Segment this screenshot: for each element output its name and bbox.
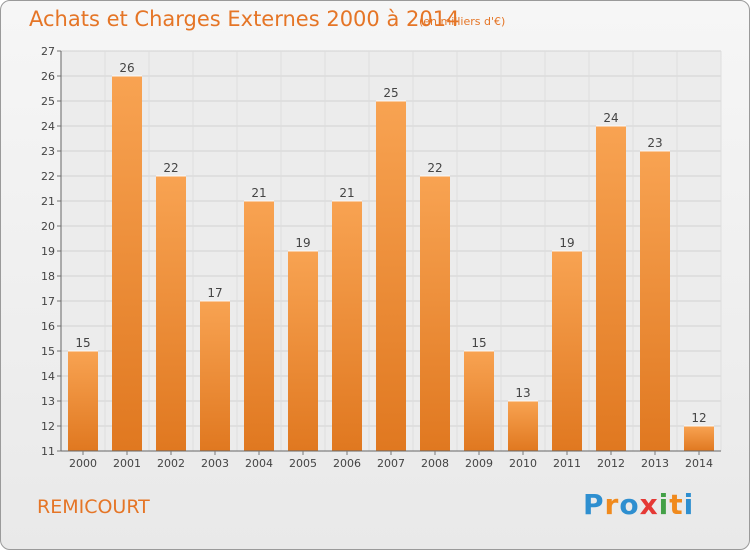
x-tick-label: 2010: [509, 457, 537, 470]
x-tick-label: 2011: [553, 457, 581, 470]
x-tick-label: 2001: [113, 457, 141, 470]
data-label: 19: [559, 236, 574, 250]
bar: [684, 426, 714, 451]
x-tick-label: 2007: [377, 457, 405, 470]
data-label: 19: [295, 236, 310, 250]
x-tick-label: 2000: [69, 457, 97, 470]
y-tick-label: 11: [41, 445, 55, 458]
x-tick-label: 2005: [289, 457, 317, 470]
data-label: 17: [207, 286, 222, 300]
y-tick-label: 23: [41, 145, 55, 158]
chart-title: Achats et Charges Externes 2000 à 2014: [29, 7, 460, 31]
location-label: REMICOURT: [37, 496, 150, 518]
bar: [552, 251, 582, 451]
data-label: 24: [603, 111, 618, 125]
bar: [640, 151, 670, 451]
x-tick-label: 2014: [685, 457, 713, 470]
bar: [376, 101, 406, 451]
x-tick-label: 2002: [157, 457, 185, 470]
data-label: 13: [515, 386, 530, 400]
y-tick-label: 24: [41, 120, 55, 133]
x-tick-label: 2013: [641, 457, 669, 470]
y-tick-label: 22: [41, 170, 55, 183]
proxiti-logo: Proxiti: [583, 488, 694, 521]
x-tick-label: 2004: [245, 457, 273, 470]
bar: [420, 176, 450, 451]
bar: [508, 401, 538, 451]
bar: [244, 201, 274, 451]
y-tick-label: 19: [41, 245, 55, 258]
bar: [464, 351, 494, 451]
y-tick-label: 12: [41, 420, 55, 433]
y-tick-label: 21: [41, 195, 55, 208]
y-tick-label: 15: [41, 345, 55, 358]
bar: [332, 201, 362, 451]
x-tick-label: 2009: [465, 457, 493, 470]
y-tick-label: 26: [41, 70, 55, 83]
data-label: 22: [163, 161, 178, 175]
bar: [200, 301, 230, 451]
y-tick-label: 13: [41, 395, 55, 408]
logo-letter: x: [639, 488, 659, 521]
data-label: 12: [691, 411, 706, 425]
bar: [112, 76, 142, 451]
y-tick-label: 25: [41, 95, 55, 108]
data-label: 21: [251, 186, 266, 200]
data-label: 23: [647, 136, 662, 150]
x-tick-label: 2008: [421, 457, 449, 470]
bar: [156, 176, 186, 451]
logo-letter: P: [583, 488, 605, 521]
y-tick-label: 16: [41, 320, 55, 333]
data-label: 21: [339, 186, 354, 200]
data-label: 15: [75, 336, 90, 350]
data-label: 26: [119, 61, 134, 75]
logo-letter: t: [669, 488, 684, 521]
bar: [68, 351, 98, 451]
chart-subtitle: (en milliers d'€): [419, 15, 506, 28]
x-tick-label: 2003: [201, 457, 229, 470]
bar: [596, 126, 626, 451]
data-label: 15: [471, 336, 486, 350]
y-tick-label: 14: [41, 370, 55, 383]
bar: [288, 251, 318, 451]
logo-letter: o: [619, 488, 640, 521]
logo-letter: i: [683, 488, 695, 521]
y-tick-label: 18: [41, 270, 55, 283]
data-label: 25: [383, 86, 398, 100]
data-label: 22: [427, 161, 442, 175]
y-tick-label: 17: [41, 295, 55, 308]
logo-letter: r: [604, 488, 620, 521]
x-tick-label: 2012: [597, 457, 625, 470]
y-tick-label: 20: [41, 220, 55, 233]
logo-letter: i: [658, 488, 670, 521]
y-tick-label: 27: [41, 45, 55, 58]
x-tick-label: 2006: [333, 457, 361, 470]
